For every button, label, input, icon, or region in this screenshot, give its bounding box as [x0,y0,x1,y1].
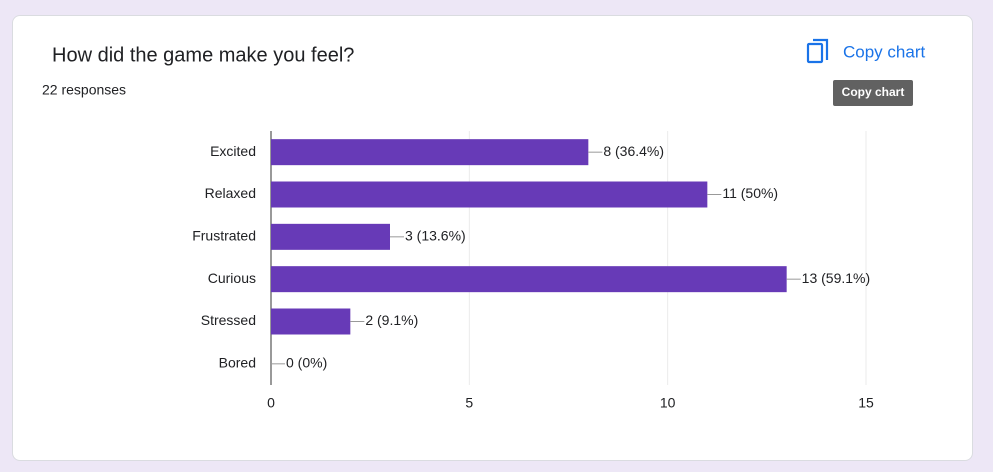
chart-title: How did the game make you feel? [52,44,354,66]
card [12,15,973,461]
y-tick-label: Bored [219,355,256,371]
bar [271,266,787,293]
data-label: 11 (50%) [722,185,778,201]
y-tick-label: Frustrated [192,228,256,244]
data-label: 2 (9.1%) [365,312,418,328]
x-tick-label: 0 [267,395,275,411]
bar [271,139,589,166]
y-tick-label: Relaxed [205,185,256,201]
copy-chart-label[interactable]: Copy chart [843,42,925,61]
x-tick-label: 10 [660,395,676,411]
tooltip [833,80,913,106]
copy-chart-button[interactable]: Copy chart [806,38,925,64]
bar [271,308,351,335]
y-tick-label: Curious [208,270,256,286]
data-label: 13 (59.1%) [802,270,870,286]
y-tick-label: Excited [210,143,256,159]
response-count: 22 responses [42,82,126,98]
copy-icon [806,42,824,64]
data-label: 3 (13.6%) [405,228,466,244]
data-label: 0 (0%) [286,355,327,371]
copy-icon [813,38,829,60]
x-tick-label: 5 [465,395,473,411]
bar [271,181,708,208]
tooltip-text: Copy chart [842,85,905,99]
data-label: 8 (36.4%) [603,143,664,159]
x-tick-label: 15 [858,395,874,411]
y-tick-label: Stressed [201,312,256,328]
bar [271,223,390,250]
